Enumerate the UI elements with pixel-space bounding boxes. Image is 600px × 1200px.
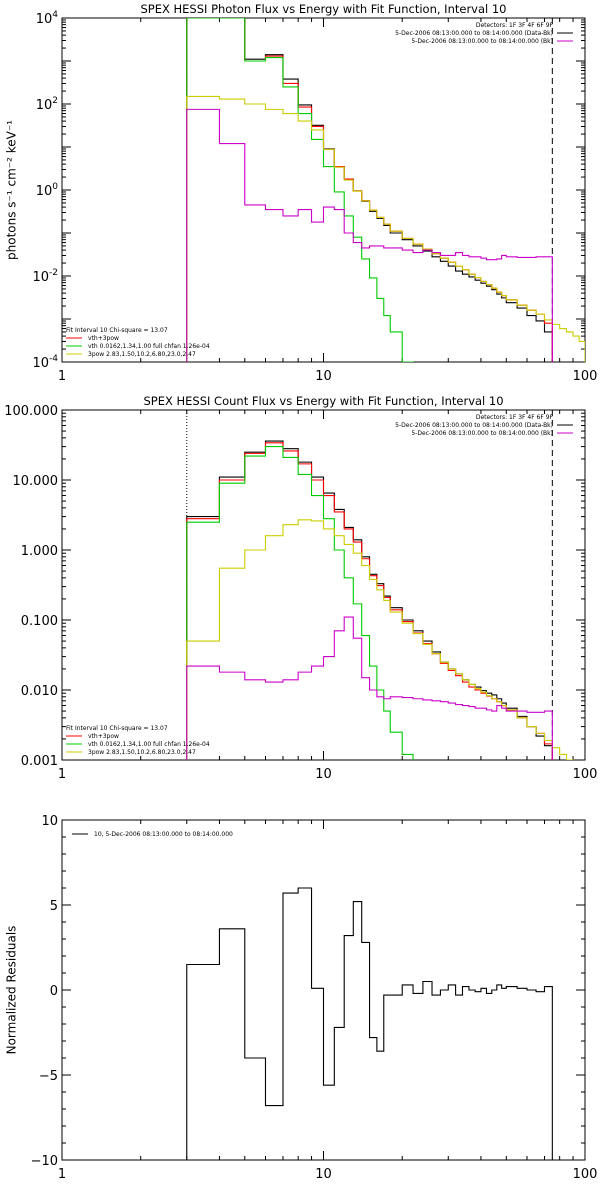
y-tick-label: 104	[36, 10, 59, 27]
legend-entry: Fit Interval 10 Chi-square = 13.07	[66, 327, 168, 334]
y-tick-label: 0.001	[21, 754, 58, 769]
y-tick-label: 0.010	[21, 684, 58, 699]
series-line-bk	[186, 616, 553, 760]
series-line-vth	[186, 18, 414, 362]
y-tick-label: 100.000	[4, 404, 58, 419]
x-tick-label: 100	[573, 1167, 598, 1182]
legend-entry: Detectors: 1F 3F 4F 6F 9F	[476, 414, 554, 421]
legend-entry: Fit Interval 10 Chi-square = 13.07	[66, 725, 168, 732]
y-tick-label: 100	[36, 182, 59, 199]
plot-frame	[61, 17, 586, 363]
legend-entry: vth 0.0162,1.34,1.00 full chfan 1.26e-04	[88, 343, 210, 350]
series-line-data-bk	[186, 440, 553, 760]
series-line-vth-3pow	[186, 442, 553, 760]
legend-entry: 3pow 2.83,1.50,10.2,6.80,23.0,2.47	[88, 749, 196, 756]
series-line-data-bk	[186, 18, 553, 362]
x-tick-label: 1	[58, 369, 66, 384]
legend-entry: vth 0.0162,1.34,1.00 full chfan 1.26e-04	[88, 741, 210, 748]
y-tick-label: 5	[50, 899, 58, 914]
x-tick-label: 1	[58, 1167, 66, 1182]
y-tick-label: −5	[39, 1069, 58, 1084]
series-line-10	[186, 887, 553, 1160]
y-tick-label: 0.100	[21, 614, 58, 629]
series-line-vth	[186, 446, 414, 760]
y-axis-label: Normalized Residuals	[5, 926, 19, 1055]
x-tick-label: 10	[315, 767, 332, 782]
series-group	[186, 887, 553, 1160]
series-group	[186, 440, 574, 760]
x-tick-label: 1	[58, 767, 66, 782]
legend-entry: vth+3pow	[88, 335, 119, 342]
chart-panel-3: 1 10 100 −10 −5 0 5 10 Normalized Residuals 10, 5…	[5, 814, 598, 1182]
series-line-bk	[186, 108, 553, 362]
y-tick-label: 10.000	[13, 474, 59, 489]
x-tick-label: 10	[315, 1167, 332, 1182]
legend-entry: 5-Dec-2006 08:13:00.000 to 08:14:00.000 …	[411, 38, 553, 45]
legend-entry: Detectors: 1F 3F 4F 6F 9F	[476, 22, 554, 29]
legend-entry: vth+3pow	[88, 733, 119, 740]
x-tick-label: 100	[573, 369, 598, 384]
y-tick-label: 102	[36, 96, 58, 113]
y-tick-label: 1.000	[21, 544, 58, 559]
chart-panel-2: 1 10 100 0.001 0.010 0.100 1.000 10.000 100.000 S…	[4, 394, 597, 782]
legend-entry: 3pow 2.83,1.50,10.2,6.80,23.0,2.47	[88, 351, 196, 358]
legend-entry: 5-Dec-2006 08:13:00.000 to 08:14:00.000 …	[395, 30, 553, 37]
x-tick-label: 10	[315, 369, 332, 384]
y-tick-label: 10-2	[32, 268, 58, 285]
series-group	[186, 18, 585, 362]
chart-panel-1: 1 10 100 10-4 10-2 100 102 104 SPEX HESSI Photon…	[5, 2, 598, 384]
chart-title: SPEX HESSI Count Flux vs Energy with Fit…	[143, 394, 503, 408]
x-tick-label: 100	[573, 767, 598, 782]
legend-entry: 10, 5-Dec-2006 08:13:00.000 to 08:14:00.…	[94, 831, 233, 838]
y-tick-label: −10	[31, 1154, 58, 1169]
legend-entry: 5-Dec-2006 08:13:00.000 to 08:14:00.000 …	[411, 430, 553, 437]
y-tick-label: 0	[50, 984, 58, 999]
series-line-vth-3pow	[186, 18, 553, 362]
series-line-3pow	[186, 519, 574, 760]
series-line-3pow	[186, 95, 585, 362]
y-tick-label: 10	[41, 814, 58, 829]
chart-title: SPEX HESSI Photon Flux vs Energy with Fi…	[140, 2, 506, 16]
y-axis-label: photons s⁻¹ cm⁻² keV⁻¹	[5, 120, 19, 260]
legend-entry: 5-Dec-2006 08:13:00.000 to 08:14:00.000 …	[395, 422, 553, 429]
y-tick-label: 10-4	[32, 354, 58, 371]
